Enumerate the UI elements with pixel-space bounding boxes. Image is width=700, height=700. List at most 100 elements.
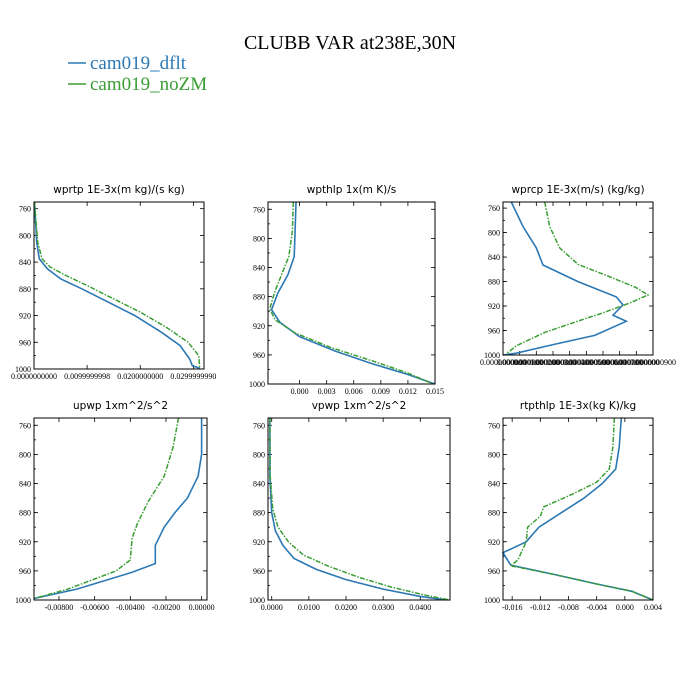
x-tick-label: 0.0000000100 xyxy=(497,358,543,367)
y-tick-label: 1000 xyxy=(249,596,265,605)
y-tick-label: 800 xyxy=(253,234,265,243)
x-tick-label: 0.000 xyxy=(291,387,309,396)
y-tick-label: 1000 xyxy=(484,351,500,360)
series-line-dflt xyxy=(502,201,629,356)
y-tick-label: 920 xyxy=(253,322,265,331)
y-tick-label: 840 xyxy=(19,480,31,489)
x-tick-label: 0.0000000600 xyxy=(580,358,626,367)
plot-frame xyxy=(267,417,451,601)
x-tick-label: -0.00400 xyxy=(116,603,145,612)
panel-title: vpwp 1xm^2/s^2 xyxy=(312,400,407,412)
series-line-nozm xyxy=(33,201,201,369)
y-tick-label: 960 xyxy=(253,351,265,360)
y-tick-label: 760 xyxy=(19,205,31,214)
panel-title: wprcp 1E-3x(m/s) (kg/kg) xyxy=(511,184,644,196)
plot-frame xyxy=(267,201,436,385)
series-line-dflt xyxy=(269,418,447,601)
y-tick-label: 760 xyxy=(488,204,500,213)
x-tick-label: 0.0000000800 xyxy=(613,358,659,367)
y-tick-label: 960 xyxy=(19,338,31,347)
x-tick-label: 0.0000 xyxy=(261,603,283,612)
panel-2: wprcp 1E-3x(m/s) (kg/kg) 760 800 840 880 920 9… xyxy=(480,184,676,367)
legend-label-nozm: cam019_noZM xyxy=(90,74,207,95)
y-tick-label: 880 xyxy=(488,278,500,287)
series-line-nozm xyxy=(269,417,451,601)
x-tick-label: 0.006 xyxy=(345,387,363,396)
x-tick-label: 0.003 xyxy=(318,387,336,396)
x-tick-label: 0.0299999990 xyxy=(170,372,216,381)
y-tick-label: 960 xyxy=(19,567,31,576)
x-tick-label: 0.0000000400 xyxy=(547,358,593,367)
y-tick-label: 880 xyxy=(253,509,265,518)
panel-title: upwp 1xm^2/s^2 xyxy=(73,400,168,412)
y-tick-label: 760 xyxy=(488,421,500,430)
x-tick-label: 0.0000000000 xyxy=(11,372,57,381)
x-tick-label: -0.00800 xyxy=(45,603,74,612)
y-tick-label: 840 xyxy=(488,253,500,262)
series-line-dflt xyxy=(501,417,654,601)
y-tick-label: 1000 xyxy=(249,380,265,389)
x-tick-label: -0.004 xyxy=(586,603,607,612)
y-tick-label: 800 xyxy=(19,450,31,459)
panel-5: rtpthlp 1E-3x(kg K)/kg 760 800 840 880 920 960… xyxy=(484,400,662,612)
y-tick-label: 920 xyxy=(19,538,31,547)
y-tick-label: 880 xyxy=(253,293,265,302)
y-tick-label: 840 xyxy=(253,480,265,489)
plot-frame xyxy=(33,417,208,601)
y-tick-label: 880 xyxy=(488,509,500,518)
y-tick-label: 760 xyxy=(253,205,265,214)
x-tick-label: 0.012 xyxy=(399,387,417,396)
x-tick-label: 0.009 xyxy=(372,387,390,396)
y-tick-label: 1000 xyxy=(484,596,500,605)
x-tick-label: -0.00200 xyxy=(152,603,181,612)
x-tick-label: 0.0099999998 xyxy=(64,372,110,381)
x-tick-label: 0.0200000000 xyxy=(117,372,163,381)
x-tick-label: 0.00000 xyxy=(189,603,215,612)
y-tick-label: 840 xyxy=(19,258,31,267)
y-tick-label: 960 xyxy=(488,567,500,576)
y-tick-label: 760 xyxy=(253,421,265,430)
x-tick-label: 0.0100 xyxy=(298,603,320,612)
legend-label-dflt: cam019_dflt xyxy=(90,53,187,74)
x-tick-label: 0.0000000300 xyxy=(530,358,576,367)
panel-title: wprtp 1E-3x(m kg)/(s kg) xyxy=(53,184,184,196)
series-line-nozm xyxy=(505,201,650,355)
y-tick-label: 800 xyxy=(488,229,500,238)
y-tick-label: 960 xyxy=(253,567,265,576)
series-line-dflt xyxy=(33,418,203,600)
y-tick-label: 840 xyxy=(253,264,265,273)
plot-frame xyxy=(33,201,205,370)
x-tick-label: 0.0400 xyxy=(409,603,431,612)
panel-1: wpthlp 1x(m K)/s 760 800 840 880 920 960 1000 0.… xyxy=(249,184,444,396)
x-tick-label: 0.0300 xyxy=(372,603,394,612)
x-tick-label: 0.004 xyxy=(644,603,662,612)
y-tick-label: 920 xyxy=(253,538,265,547)
y-tick-label: 800 xyxy=(19,231,31,240)
panel-4: vpwp 1xm^2/s^2 760 800 840 880 920 960 10000.00… xyxy=(249,400,451,612)
x-tick-label: 0.0000000700 xyxy=(597,358,643,367)
panel-title: rtpthlp 1E-3x(kg K)/kg xyxy=(520,400,636,412)
panel-title: wpthlp 1x(m K)/s xyxy=(307,184,397,196)
x-tick-label: 0.0000000500 xyxy=(563,358,609,367)
y-tick-label: 960 xyxy=(488,327,500,336)
y-tick-label: 920 xyxy=(488,302,500,311)
y-tick-label: 920 xyxy=(488,538,500,547)
panel-0: wprtp 1E-3x(m kg)/(s kg) 760 800 840 880 920 9… xyxy=(11,184,216,381)
x-tick-label: 0.0000000900 xyxy=(630,358,676,367)
x-tick-label: 0.0200 xyxy=(335,603,357,612)
y-tick-label: 760 xyxy=(19,421,31,430)
plot-frame xyxy=(502,201,654,356)
series-line-dflt xyxy=(270,201,436,385)
y-tick-label: 800 xyxy=(488,450,500,459)
y-tick-label: 1000 xyxy=(15,596,31,605)
x-tick-label: 0.0000000000 xyxy=(480,358,526,367)
plot-frame xyxy=(502,417,654,601)
y-tick-label: 920 xyxy=(19,312,31,321)
series-line-nozm xyxy=(268,201,434,385)
y-tick-label: 840 xyxy=(488,480,500,489)
panel-3: upwp 1xm^2/s^2 760 800 840 880 920 960 1000 -0.0… xyxy=(15,400,215,612)
legend: cam019_dflt cam019_noZM xyxy=(68,53,207,95)
x-tick-label: 0.015 xyxy=(426,387,444,396)
x-tick-label: 0.0000000200 xyxy=(513,358,559,367)
